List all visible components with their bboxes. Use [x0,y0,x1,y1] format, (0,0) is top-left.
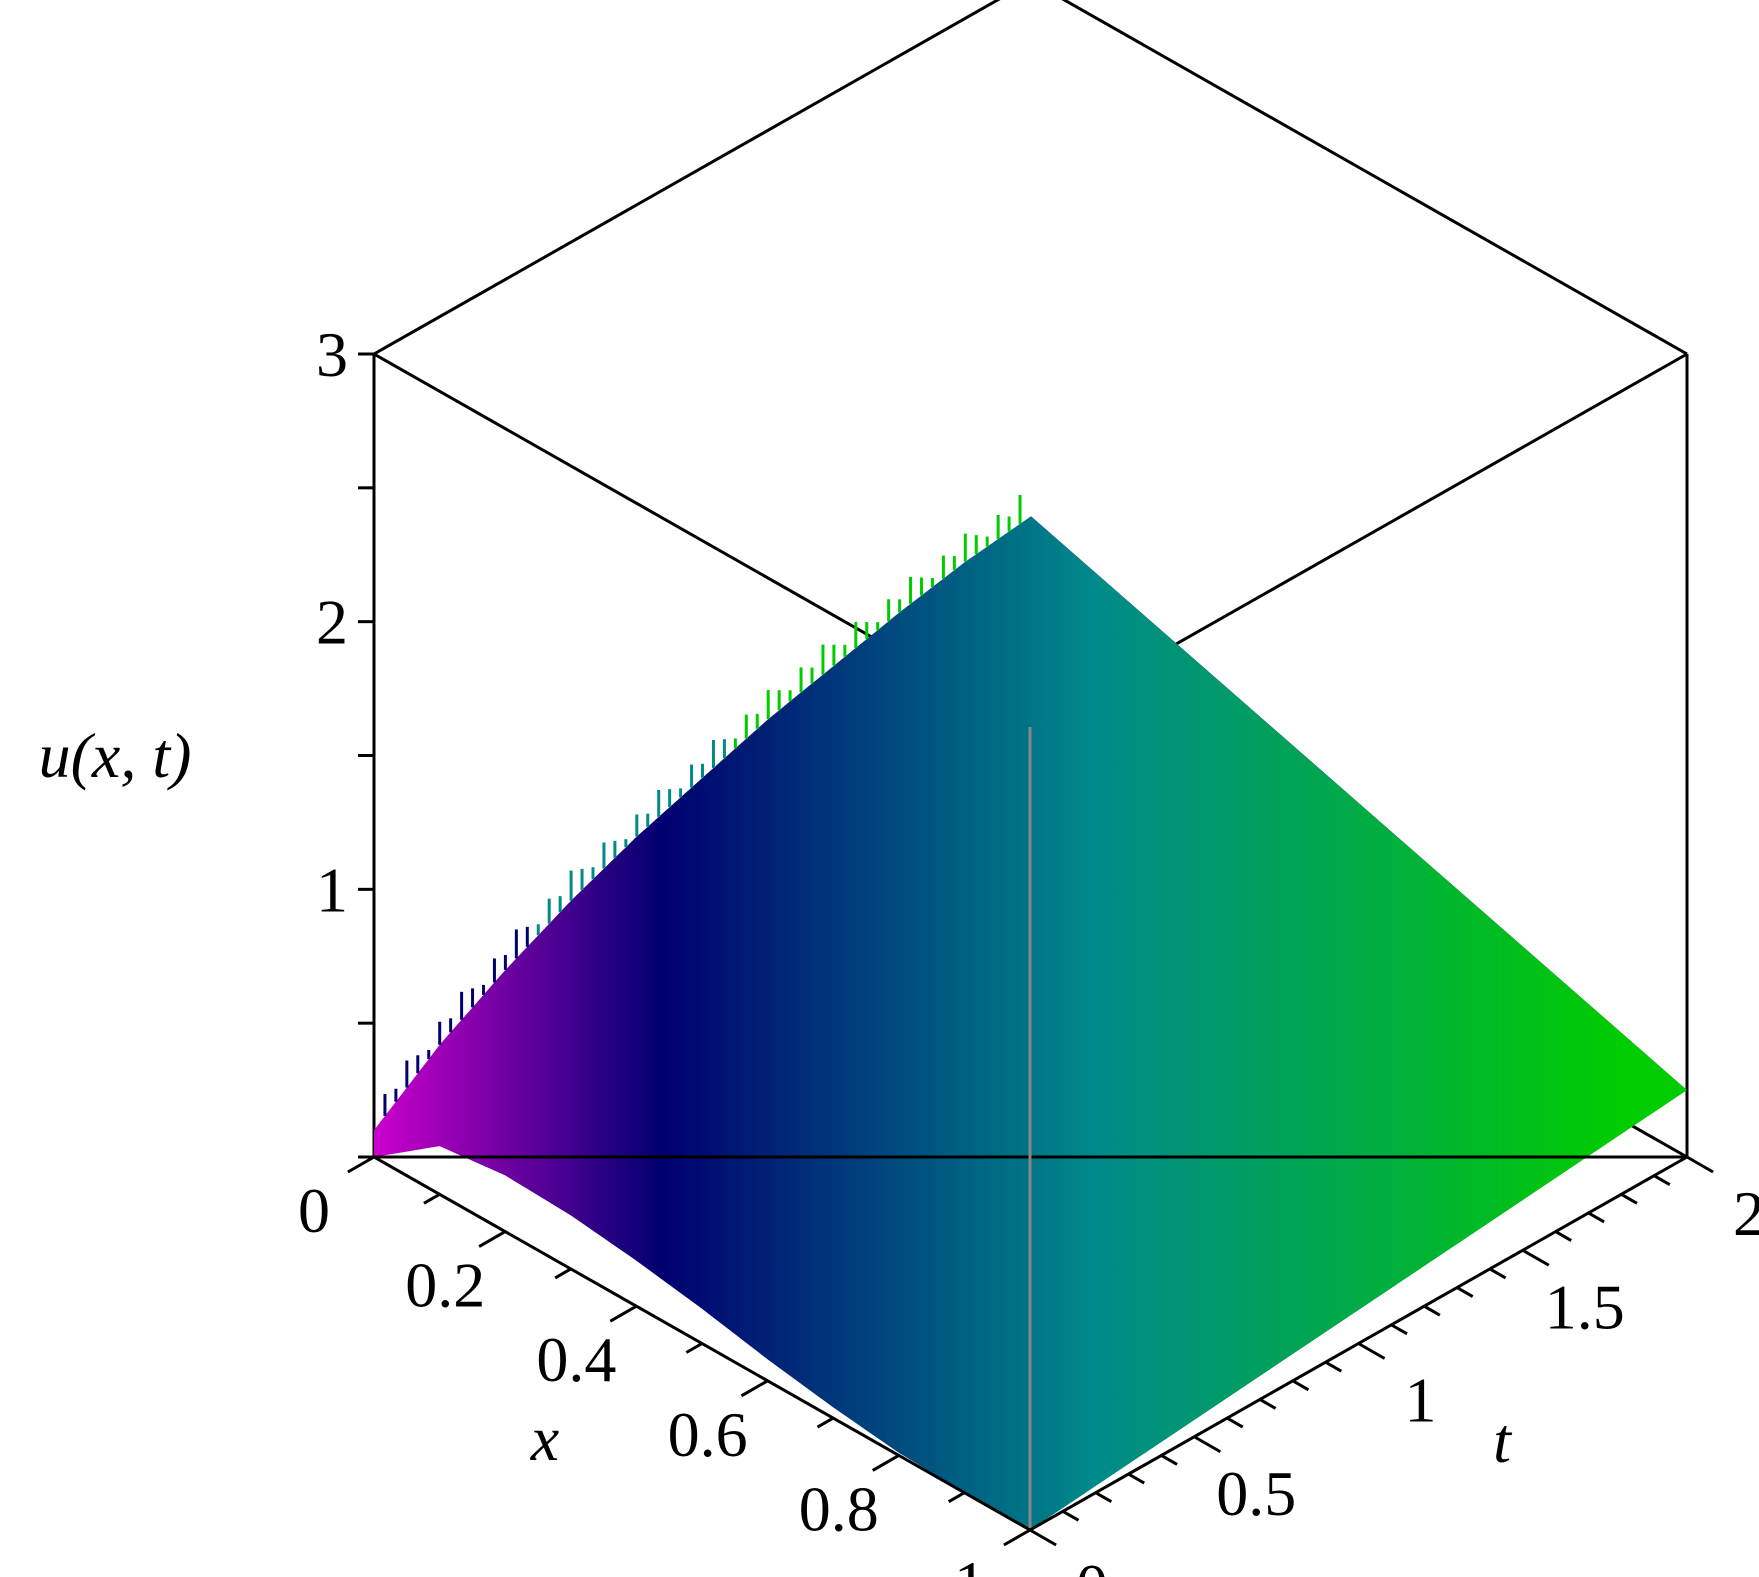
x-tick-label: 0 [298,1175,330,1246]
t-tick [1587,1211,1605,1224]
box-edge [373,0,1001,356]
x-tick-label: 0.2 [405,1250,485,1321]
u-tick-label: 2 [316,587,348,658]
t-tick-label: 2 [1733,1178,1759,1249]
t-tick [1226,1416,1244,1429]
t-tick-label: 1.5 [1545,1271,1625,1342]
x-tick [816,1416,834,1429]
x-tick-label: 0.4 [536,1324,616,1395]
x-axis: 0 0.2 0.4 0.6 0.8 1 [298,1155,1031,1577]
x-tick-label: 1 [954,1548,986,1577]
t-tick [1259,1398,1277,1410]
x-tick [347,1155,375,1174]
t-axis: 0 0.5 1 1.5 2 [1029,1155,1759,1577]
x-tick [871,1454,900,1472]
x-tick [423,1192,441,1205]
box-edge [1061,0,1688,356]
t-tick [1620,1192,1638,1205]
t-tick [1029,1528,1057,1547]
t-tick [1456,1286,1474,1298]
t-tick [1489,1267,1507,1280]
t-tick-label: 0.5 [1216,1458,1296,1529]
x-tick [947,1491,966,1504]
t-tick [1292,1379,1310,1392]
t-tick [1094,1491,1113,1504]
x-tick [740,1379,769,1398]
t-tick-label: 0 [1076,1551,1108,1577]
t-tick [1554,1230,1573,1242]
x-tick-label: 0.8 [799,1473,879,1544]
t-tick [1423,1304,1441,1317]
u-axis: 1 2 3 [316,319,374,1159]
t-tick [1193,1435,1222,1454]
t-tick [1390,1323,1408,1336]
x-tick [478,1230,506,1248]
t-tick [1522,1248,1550,1267]
t-tick [1324,1360,1343,1373]
u-tick-label: 3 [316,319,348,390]
t-tick [1127,1472,1145,1485]
t-tick [1062,1510,1080,1522]
u-axis-title: u(x, t) [39,720,192,791]
x-tick [554,1267,572,1280]
x-tick-label: 0.6 [668,1399,748,1470]
t-tick [1653,1174,1671,1186]
t-tick-label: 1 [1405,1365,1437,1436]
x-tick [609,1304,638,1323]
t-tick [1357,1342,1386,1360]
t-tick [1160,1454,1178,1466]
t-axis-title: t [1493,1405,1513,1476]
u-tick-label: 1 [316,854,348,925]
t-tick [1686,1155,1714,1174]
x-tick [685,1342,703,1354]
x-axis-title: x [530,1403,559,1474]
x-tick [1003,1528,1031,1547]
